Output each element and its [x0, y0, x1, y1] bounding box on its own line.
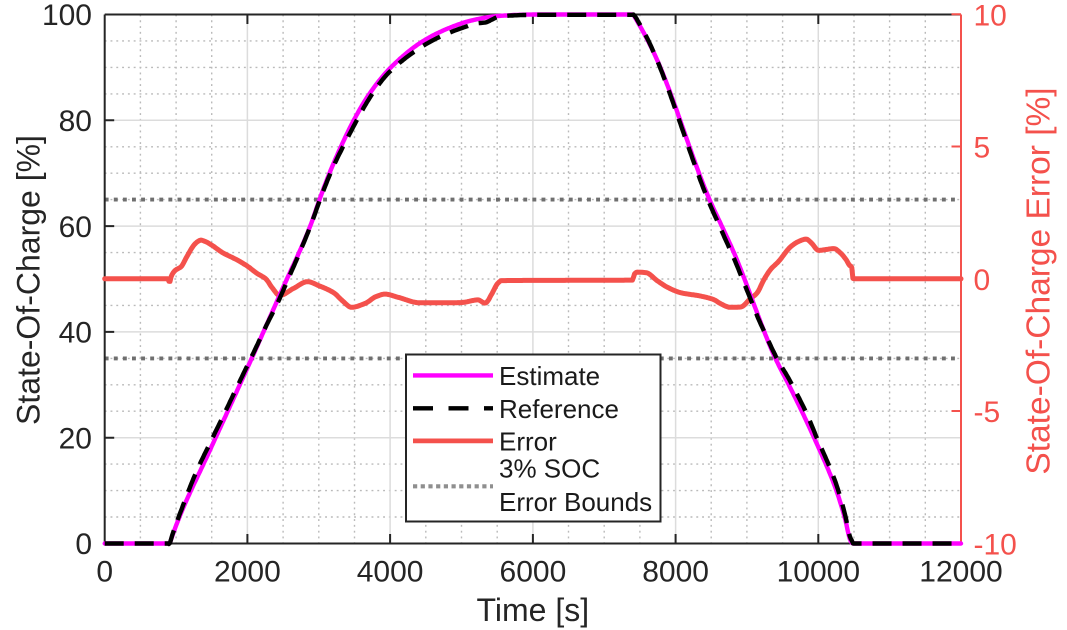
svg-text:20: 20 [59, 422, 92, 455]
svg-text:6000: 6000 [500, 556, 567, 589]
svg-text:60: 60 [59, 211, 92, 244]
svg-text:0: 0 [974, 264, 991, 297]
svg-text:0: 0 [96, 556, 113, 589]
svg-text:Error: Error [499, 427, 557, 457]
svg-text:12000: 12000 [919, 556, 1002, 589]
svg-text:0: 0 [75, 528, 92, 561]
svg-text:State-Of-Charge Error [%]: State-Of-Charge Error [%] [1021, 87, 1058, 474]
svg-text:80: 80 [59, 105, 92, 138]
svg-text:8000: 8000 [642, 556, 709, 589]
svg-text:100: 100 [42, 0, 92, 32]
svg-text:-5: -5 [974, 396, 1001, 429]
svg-text:2000: 2000 [214, 556, 281, 589]
svg-text:Time [s]: Time [s] [477, 592, 590, 628]
svg-text:Reference: Reference [499, 394, 619, 424]
svg-text:-10: -10 [974, 529, 1017, 562]
svg-text:3% SOC: 3% SOC [499, 454, 600, 484]
svg-text:10000: 10000 [777, 556, 860, 589]
svg-text:5: 5 [974, 132, 991, 165]
svg-text:10: 10 [974, 0, 1007, 32]
svg-text:Estimate: Estimate [499, 361, 600, 391]
svg-text:4000: 4000 [357, 556, 424, 589]
svg-text:Error Bounds: Error Bounds [499, 487, 652, 517]
svg-text:State-Of-Charge [%]: State-Of-Charge [%] [11, 135, 47, 425]
svg-text:40: 40 [59, 317, 92, 350]
